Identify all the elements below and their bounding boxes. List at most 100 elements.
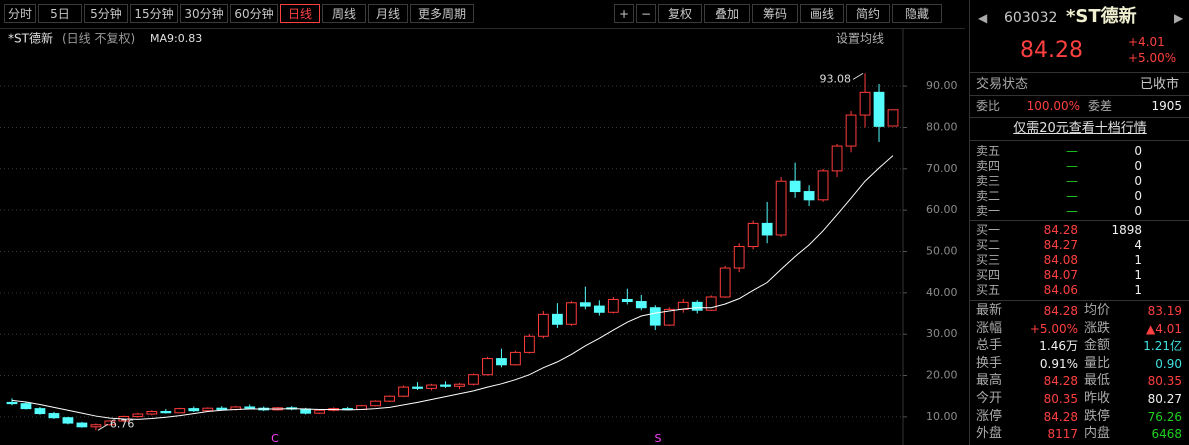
min-label: 6.76 <box>110 417 135 430</box>
book-label: 卖一 <box>976 204 1001 218</box>
book-volume: 0 <box>1134 189 1142 203</box>
tool-button[interactable]: 筹码 <box>752 4 798 23</box>
stat-label: 均价 <box>1084 303 1111 318</box>
y-tick-label: 60.00 <box>926 203 958 216</box>
candle-body <box>719 267 731 298</box>
tool-button[interactable]: 画线 <box>800 4 844 23</box>
zoom-button[interactable]: − <box>636 4 656 23</box>
candle-body <box>48 413 60 419</box>
book-volume: 4 <box>1134 238 1142 252</box>
stat-value: 83.19 <box>1147 304 1182 318</box>
candle-body <box>845 114 857 147</box>
candle-body <box>76 422 88 428</box>
period-tab[interactable]: 15分钟 <box>130 4 178 23</box>
stock-code: 603032 <box>1004 10 1058 26</box>
candle-body <box>649 307 661 326</box>
book-price: 84.07 <box>1043 268 1078 282</box>
kline-chart: *ST德新 (日线 不复权) MA9:0.83 设置均线 10.00 20.00 30.00… <box>0 29 958 445</box>
period-tab[interactable]: 周线 <box>322 4 366 23</box>
period-tab[interactable]: 更多周期 <box>410 4 474 23</box>
candle-body <box>607 298 619 313</box>
tool-button[interactable]: 复权 <box>658 4 702 23</box>
stat-label: 涨幅 <box>976 320 1003 336</box>
ma-settings[interactable]: 设置均线 <box>836 32 884 46</box>
period-tab[interactable]: 5日 <box>38 4 82 23</box>
book-volume: 1898 <box>1111 223 1142 237</box>
candle-body <box>398 386 409 397</box>
candle-body <box>538 313 549 337</box>
candle-body <box>775 180 787 236</box>
candle-body <box>510 351 521 366</box>
stat-value: 80.35 <box>1043 392 1078 406</box>
candle-body <box>859 91 871 116</box>
tool-button[interactable]: 隐藏 <box>892 4 942 23</box>
period-tab[interactable]: 30分钟 <box>180 4 228 23</box>
candle-body <box>817 170 829 201</box>
candle-body <box>789 180 801 193</box>
book-price: 84.27 <box>1043 238 1078 252</box>
stat-value: 0.91% <box>1039 356 1078 371</box>
book-volume: 0 <box>1134 174 1142 188</box>
period-tab[interactable]: 分时 <box>4 4 36 23</box>
stat-label: 最低 <box>1084 373 1111 389</box>
tool-button[interactable]: 叠加 <box>704 4 750 23</box>
quote-panel: ◀ ▶ 603032 *ST德新 84.28 +4.01 +5.00% 交易状态 已收市 委比 10… <box>969 0 1189 445</box>
stat-value: 80.35 <box>1147 374 1182 389</box>
book-price: — <box>1066 159 1078 173</box>
period-tab[interactable]: 5分钟 <box>84 4 128 23</box>
stat-value: 8117 <box>1047 427 1078 442</box>
stat-label: 涨跌 <box>1084 320 1111 336</box>
tool-button[interactable]: 简约 <box>846 4 890 23</box>
y-tick-label: 70.00 <box>926 162 958 175</box>
separator <box>970 140 1189 141</box>
period-tab[interactable]: 60分钟 <box>230 4 278 23</box>
promo-link[interactable]: 仅需20元查看十档行情 <box>1013 121 1147 136</box>
candle-body <box>188 408 200 412</box>
stat-value: 80.27 <box>1147 392 1182 406</box>
candle-body <box>747 222 759 248</box>
book-volume: 0 <box>1134 204 1142 218</box>
candle-body <box>873 91 885 127</box>
candle-body <box>62 417 74 424</box>
separator <box>970 220 1189 221</box>
separator <box>970 72 1189 73</box>
candle-body <box>412 386 423 389</box>
stat-value: 84.28 <box>1043 374 1078 389</box>
status-label: 交易状态 <box>976 77 1029 92</box>
next-button[interactable]: ▶ <box>1174 11 1184 25</box>
period-tab[interactable]: 日线 <box>280 4 320 23</box>
candle-body <box>454 383 465 387</box>
candle-body <box>160 411 172 414</box>
candle-body <box>300 408 312 414</box>
candle-body <box>468 374 479 385</box>
candle-body <box>705 296 717 311</box>
book-price: 84.08 <box>1043 253 1078 267</box>
book-label: 买一 <box>976 223 1001 237</box>
book-label: 买三 <box>976 253 1001 267</box>
stat-value: +5.00% <box>1029 321 1078 336</box>
candle-body <box>132 413 144 417</box>
separator <box>970 117 1189 118</box>
candle-body <box>524 335 535 353</box>
toolbar: 分时 5日 5分钟 15分钟 30分钟 60分钟 日线 周线 月线 更多周期 + − 复权 叠加 筹码 画线简… <box>0 0 965 29</box>
book-volume: 1 <box>1134 253 1142 267</box>
candle-body <box>384 395 395 402</box>
candle-body <box>426 384 437 389</box>
stat-label: 跌停 <box>1084 408 1111 424</box>
book-price: — <box>1066 204 1078 218</box>
prev-button[interactable]: ◀ <box>978 11 988 25</box>
book-price: — <box>1066 144 1078 158</box>
period-tab[interactable]: 月线 <box>368 4 408 23</box>
candle-body <box>146 411 158 415</box>
candle-body <box>244 406 256 409</box>
y-tick-label: 10.00 <box>926 410 958 423</box>
book-price: 84.06 <box>1043 283 1078 297</box>
book-volume: 1 <box>1134 268 1142 282</box>
zoom-button[interactable]: + <box>614 4 634 23</box>
stat-label: 最新 <box>976 303 1003 318</box>
book-label: 卖四 <box>976 159 1001 173</box>
book-price: 84.28 <box>1043 223 1078 237</box>
y-tick-label: 30.00 <box>926 327 958 340</box>
stat-label: 外盘 <box>976 426 1003 442</box>
